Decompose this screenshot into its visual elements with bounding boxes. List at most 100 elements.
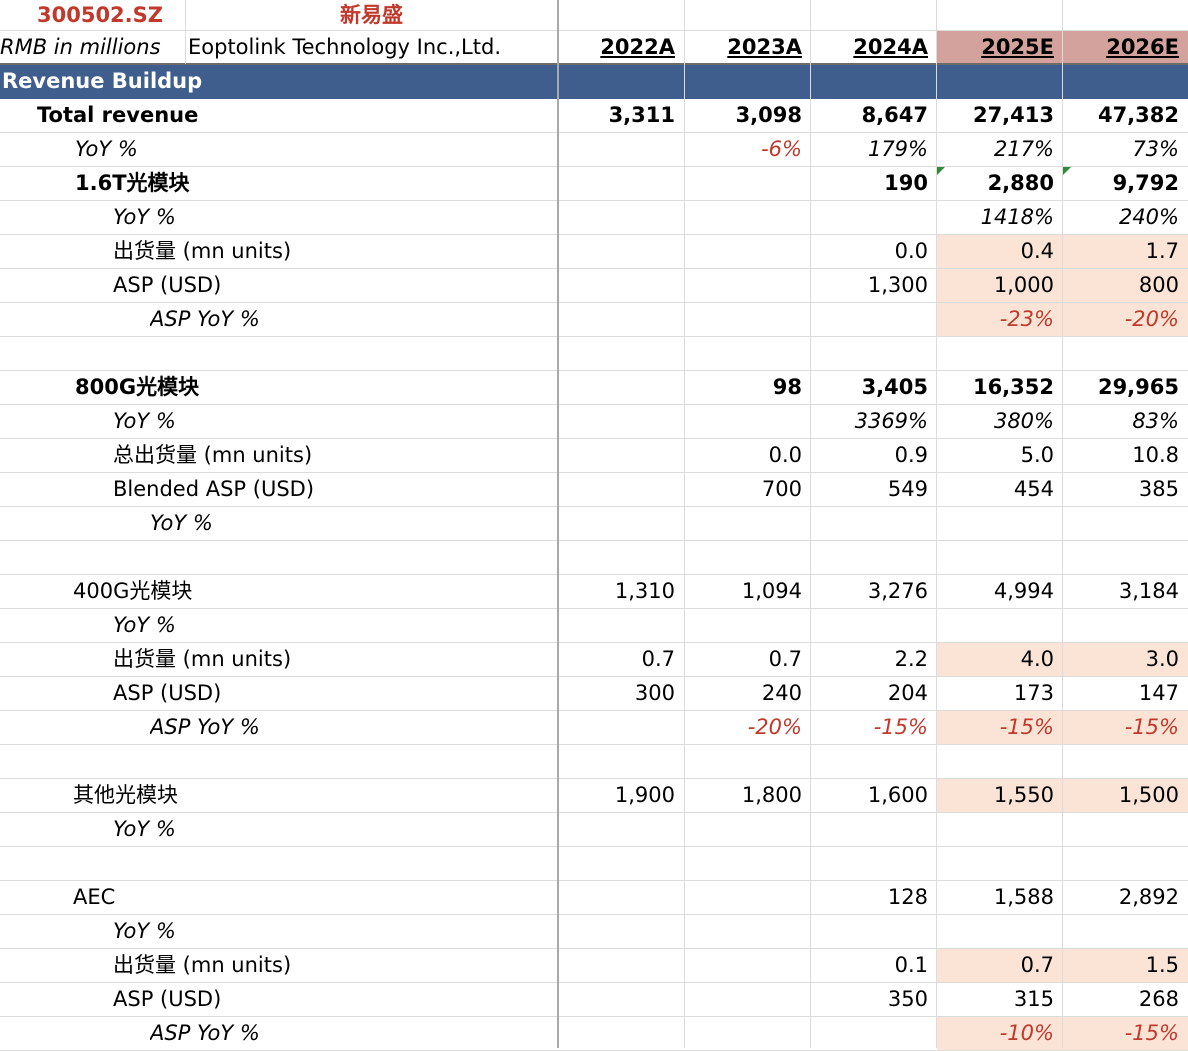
- value-cell-2025E[interactable]: [937, 813, 1063, 846]
- value-cell-2025E[interactable]: 1,000: [937, 269, 1063, 302]
- value-cell-2024A[interactable]: [811, 847, 937, 880]
- value-cell-2024A[interactable]: 0.1: [894, 953, 928, 977]
- value-cell-2024A[interactable]: 3369%: [854, 409, 928, 433]
- value-cell-2026E[interactable]: 268: [1138, 987, 1179, 1011]
- value-cell-2025E[interactable]: [937, 847, 1063, 880]
- value-cell-2023A[interactable]: [685, 609, 811, 642]
- company-en-cell[interactable]: Eoptolink Technology Inc.,Ltd.: [188, 35, 501, 59]
- row-label[interactable]: [0, 541, 555, 574]
- value-cell-2026E[interactable]: [1063, 541, 1188, 574]
- value-cell-2023A[interactable]: [685, 949, 811, 982]
- year-header-2022[interactable]: 2022A: [600, 35, 675, 59]
- value-cell-2024A[interactable]: [811, 609, 937, 642]
- row-label[interactable]: 出货量 (mn units): [113, 239, 292, 263]
- value-cell-2023A[interactable]: [685, 813, 811, 846]
- value-cell-2026E[interactable]: [1063, 915, 1188, 948]
- value-cell-2024A[interactable]: 3,405: [861, 375, 928, 399]
- value-cell-2026E[interactable]: 9,792: [1112, 171, 1179, 195]
- value-cell-2026E[interactable]: 10.8: [1132, 443, 1179, 467]
- value-cell-2022A[interactable]: [559, 235, 684, 268]
- row-label[interactable]: Blended ASP (USD): [113, 477, 315, 501]
- value-cell-2024A[interactable]: 549: [887, 477, 928, 501]
- value-cell-2025E[interactable]: -15%: [937, 711, 1063, 744]
- value-cell-2023A[interactable]: [685, 915, 811, 948]
- value-cell-2026E[interactable]: 47,382: [1097, 103, 1179, 127]
- value-cell-2023A[interactable]: [685, 881, 811, 914]
- value-cell-2024A[interactable]: [811, 745, 937, 778]
- value-cell-2024A[interactable]: [811, 201, 937, 234]
- value-cell-2023A[interactable]: [685, 983, 811, 1016]
- value-cell-2023A[interactable]: 1,800: [741, 783, 802, 807]
- value-cell-2024A[interactable]: 2.2: [894, 647, 928, 671]
- row-label[interactable]: ASP YoY %: [150, 307, 260, 331]
- value-cell-2022A[interactable]: [559, 949, 684, 982]
- value-cell-2026E[interactable]: [1063, 745, 1188, 778]
- value-cell-2026E[interactable]: [1063, 337, 1188, 370]
- value-cell-2022A[interactable]: [559, 167, 684, 200]
- value-cell-2026E[interactable]: [1063, 507, 1188, 540]
- row-label[interactable]: Total revenue: [37, 103, 199, 127]
- value-cell-2024A[interactable]: 8,647: [861, 103, 928, 127]
- company-cn-cell[interactable]: 新易盛: [340, 3, 403, 27]
- value-cell-2022A[interactable]: [559, 881, 684, 914]
- value-cell-2026E[interactable]: 385: [1138, 477, 1179, 501]
- value-cell-2022A[interactable]: 1,900: [614, 783, 675, 807]
- row-label[interactable]: 出货量 (mn units): [113, 953, 292, 977]
- value-cell-2023A[interactable]: [685, 269, 811, 302]
- value-cell-2025E[interactable]: [937, 745, 1063, 778]
- value-cell-2025E[interactable]: 0.7: [937, 949, 1063, 982]
- row-label[interactable]: ASP YoY %: [150, 1021, 260, 1045]
- value-cell-2023A[interactable]: 240: [761, 681, 802, 705]
- value-cell-2023A[interactable]: -20%: [747, 715, 802, 739]
- value-cell-2023A[interactable]: 700: [761, 477, 802, 501]
- row-label[interactable]: [0, 337, 555, 370]
- value-cell-2022A[interactable]: [559, 439, 684, 472]
- value-cell-2022A[interactable]: [559, 303, 684, 336]
- value-cell-2023A[interactable]: -6%: [761, 137, 802, 161]
- value-cell-2022A[interactable]: [559, 541, 684, 574]
- value-cell-2022A[interactable]: [559, 915, 684, 948]
- value-cell-2025E[interactable]: [937, 507, 1063, 540]
- value-cell-2024A[interactable]: 0.9: [894, 443, 928, 467]
- row-label[interactable]: [0, 847, 555, 880]
- value-cell-2026E[interactable]: 1.5: [1063, 949, 1188, 982]
- value-cell-2026E[interactable]: [1063, 609, 1188, 642]
- value-cell-2024A[interactable]: [811, 915, 937, 948]
- value-cell-2024A[interactable]: 3,276: [867, 579, 928, 603]
- value-cell-2025E[interactable]: 5.0: [1020, 443, 1054, 467]
- value-cell-2024A[interactable]: -15%: [873, 715, 928, 739]
- value-cell-2025E[interactable]: 1,550: [937, 779, 1063, 812]
- value-cell-2023A[interactable]: [685, 1017, 811, 1050]
- row-label[interactable]: YoY %: [113, 817, 176, 841]
- value-cell-2024A[interactable]: 1,600: [867, 783, 928, 807]
- value-cell-2022A[interactable]: [559, 711, 684, 744]
- value-cell-2023A[interactable]: [685, 235, 811, 268]
- value-cell-2023A[interactable]: 1,094: [741, 579, 802, 603]
- value-cell-2022A[interactable]: [559, 337, 684, 370]
- value-cell-2022A[interactable]: [559, 507, 684, 540]
- row-label[interactable]: ASP (USD): [113, 273, 222, 297]
- value-cell-2025E[interactable]: 4.0: [937, 643, 1063, 676]
- value-cell-2025E[interactable]: -10%: [937, 1017, 1063, 1050]
- value-cell-2022A[interactable]: [559, 847, 684, 880]
- value-cell-2026E[interactable]: 1.7: [1063, 235, 1188, 268]
- value-cell-2026E[interactable]: 2,892: [1118, 885, 1179, 909]
- value-cell-2024A[interactable]: 1,300: [867, 273, 928, 297]
- value-cell-2024A[interactable]: [811, 337, 937, 370]
- value-cell-2026E[interactable]: 240%: [1118, 205, 1179, 229]
- value-cell-2023A[interactable]: [685, 745, 811, 778]
- value-cell-2025E[interactable]: [937, 609, 1063, 642]
- value-cell-2024A[interactable]: 204: [887, 681, 928, 705]
- value-cell-2023A[interactable]: 0.0: [768, 443, 802, 467]
- value-cell-2025E[interactable]: 173: [1013, 681, 1054, 705]
- value-cell-2024A[interactable]: 179%: [867, 137, 928, 161]
- value-cell-2023A[interactable]: 3,098: [735, 103, 802, 127]
- value-cell-2024A[interactable]: [811, 303, 937, 336]
- value-cell-2024A[interactable]: 190: [884, 171, 928, 195]
- value-cell-2023A[interactable]: [685, 337, 811, 370]
- value-cell-2026E[interactable]: -15%: [1063, 1017, 1188, 1050]
- row-label[interactable]: 出货量 (mn units): [113, 647, 292, 671]
- value-cell-2022A[interactable]: [559, 133, 684, 166]
- value-cell-2026E[interactable]: 73%: [1132, 137, 1179, 161]
- row-label[interactable]: 其他光模块: [73, 783, 178, 807]
